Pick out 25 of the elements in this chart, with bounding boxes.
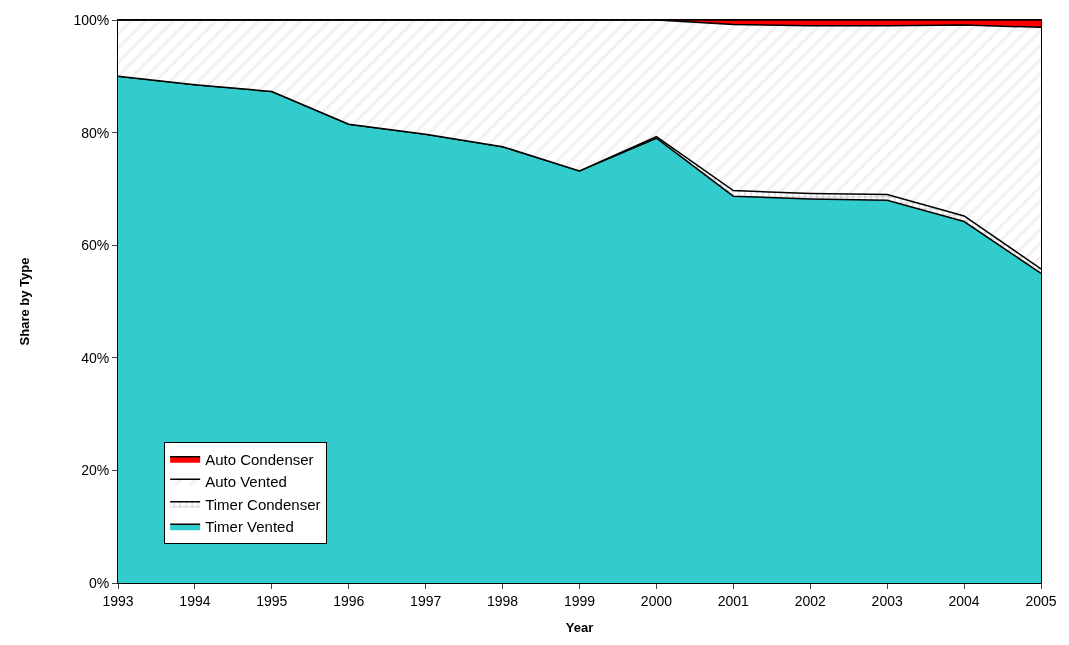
legend-label: Auto Condenser <box>205 450 314 468</box>
y-axis-title: Share by Type <box>17 257 33 346</box>
x-tick-label: 1996 <box>333 592 365 609</box>
y-tick-label: 80% <box>81 124 110 141</box>
x-tick-label: 2003 <box>871 592 903 609</box>
y-tick-label: 20% <box>81 462 110 479</box>
legend-label: Auto Vented <box>205 473 287 491</box>
x-tick-label: 1994 <box>179 592 211 609</box>
y-tick-label: 60% <box>81 237 110 254</box>
x-tick-label: 1995 <box>256 592 288 609</box>
legend-label: Timer Condenser <box>205 495 321 513</box>
x-tick-label: 2005 <box>1025 592 1057 609</box>
x-tick-label: 1999 <box>563 592 596 609</box>
x-axis-title: Year <box>565 620 594 636</box>
y-tick-label: 40% <box>81 349 110 366</box>
x-tick-label: 2002 <box>794 592 827 609</box>
x-tick-label: 2004 <box>948 592 980 609</box>
y-tick-label: 100% <box>73 11 110 28</box>
x-tick-label: 2000 <box>640 592 673 609</box>
x-tick-label: 1993 <box>102 592 134 609</box>
x-tick-label: 2001 <box>717 592 750 609</box>
legend-label: Timer Vented <box>205 518 294 536</box>
x-tick-label: 1998 <box>487 592 519 609</box>
y-tick-label: 0% <box>88 574 110 591</box>
x-tick-label: 1997 <box>410 592 442 609</box>
